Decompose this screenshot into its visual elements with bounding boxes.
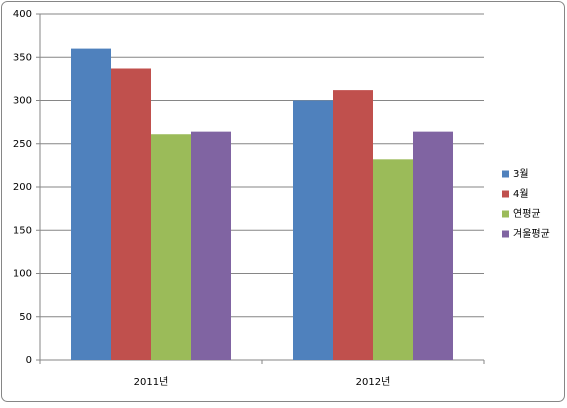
bar xyxy=(111,68,151,361)
x-tick-label: 2012년 xyxy=(356,376,391,388)
y-tick-label: 50 xyxy=(19,312,32,323)
legend-swatch xyxy=(502,190,509,198)
bar xyxy=(293,100,333,360)
y-tick-label: 150 xyxy=(13,225,32,236)
y-tick-label: 200 xyxy=(13,182,32,193)
y-tick-label: 0 xyxy=(26,355,32,366)
legend-label: 연평균 xyxy=(513,208,541,220)
y-tick-label: 100 xyxy=(13,269,32,280)
bar xyxy=(333,90,373,361)
legend-swatch xyxy=(502,230,509,238)
x-tick-label: 2011년 xyxy=(134,376,169,388)
legend-label: 4월 xyxy=(513,188,529,200)
y-tick-label: 350 xyxy=(13,52,32,63)
y-tick-label: 300 xyxy=(13,96,32,107)
y-tick-label: 400 xyxy=(13,9,32,20)
legend-swatch xyxy=(502,170,509,178)
bar xyxy=(373,159,413,360)
bar xyxy=(413,131,453,360)
legend-label: 겨울평균 xyxy=(513,228,550,240)
bar xyxy=(191,131,231,360)
legend-label: 3월 xyxy=(513,168,529,180)
y-tick-label: 250 xyxy=(13,139,32,150)
bar xyxy=(151,134,191,360)
bar xyxy=(71,48,111,360)
legend-swatch xyxy=(502,210,509,218)
